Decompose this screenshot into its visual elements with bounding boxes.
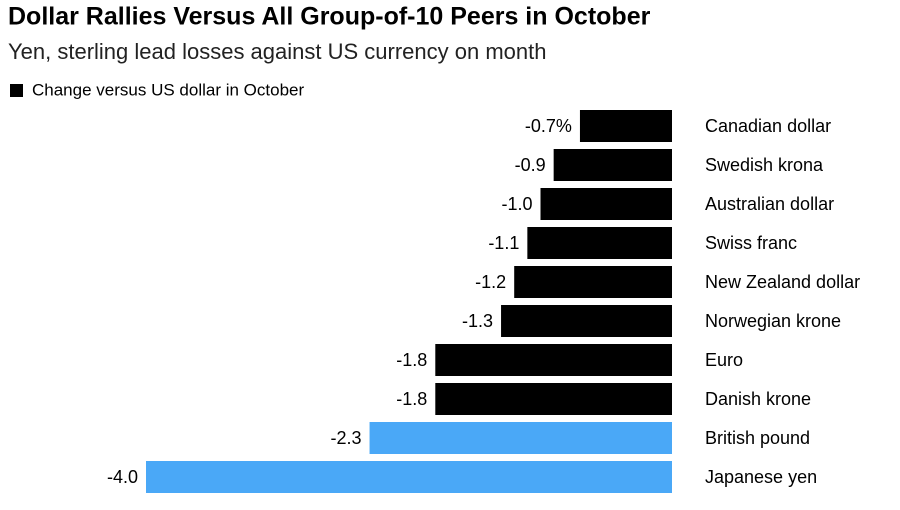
value-label: -1.1 xyxy=(488,233,519,253)
category-label: Australian dollar xyxy=(705,194,834,214)
bar xyxy=(369,422,672,454)
category-label: Swiss franc xyxy=(705,233,797,253)
value-label: -0.7% xyxy=(525,116,572,136)
chart-subtitle: Yen, sterling lead losses against US cur… xyxy=(8,39,546,64)
value-label: -1.8 xyxy=(396,389,427,409)
category-label: Japanese yen xyxy=(705,467,817,487)
value-label: -1.2 xyxy=(475,272,506,292)
category-label: Canadian dollar xyxy=(705,116,831,136)
value-label: -4.0 xyxy=(107,467,138,487)
value-label: -2.3 xyxy=(331,428,362,448)
plot-area: -0.7% Canadian dollar -0.9 Swedish krona -1.… xyxy=(107,110,860,493)
chart-title: Dollar Rallies Versus All Group-of-10 Pe… xyxy=(8,3,651,31)
bar xyxy=(553,149,672,181)
category-label: Euro xyxy=(705,350,743,370)
value-label: -1.3 xyxy=(462,311,493,331)
bar xyxy=(514,266,672,298)
bar xyxy=(146,461,672,493)
value-label: -0.9 xyxy=(515,155,546,175)
bar xyxy=(540,188,672,220)
bar xyxy=(579,110,672,142)
category-label: British pound xyxy=(705,428,810,448)
category-label: Danish krone xyxy=(705,389,811,409)
bar xyxy=(435,344,672,376)
category-label: Swedish krona xyxy=(705,155,824,175)
value-label: -1.0 xyxy=(501,194,532,214)
value-label: -1.8 xyxy=(396,350,427,370)
category-label: New Zealand dollar xyxy=(705,272,860,292)
legend-swatch xyxy=(10,84,23,97)
legend-label: Change versus US dollar in October xyxy=(32,80,304,99)
bar xyxy=(527,227,672,259)
bar xyxy=(501,305,672,337)
category-label: Norwegian krone xyxy=(705,311,841,331)
bar xyxy=(435,383,672,415)
